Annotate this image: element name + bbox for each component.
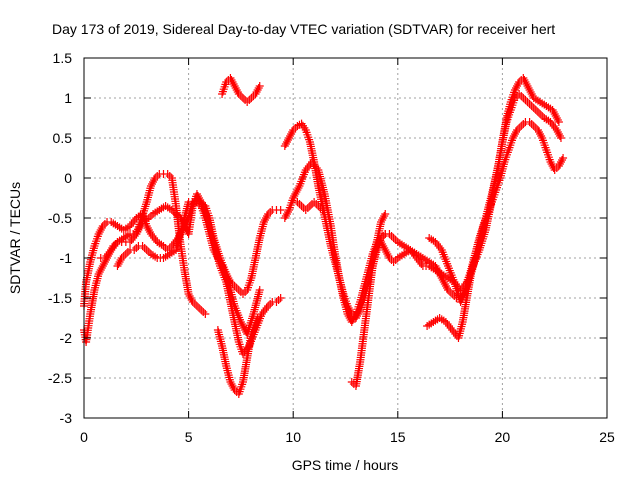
series-markers	[213, 314, 262, 398]
series-track-9	[293, 198, 327, 214]
x-tick-label: 5	[185, 429, 193, 445]
y-tick-labels: -3 -2.5 -2 -1.5 -1 -0.5 0 0.5 1 1.5	[48, 50, 72, 426]
series-track-4	[113, 198, 285, 298]
x-tick-labels: 0 5 10 15 20 25	[80, 429, 615, 445]
series-markers	[293, 198, 327, 214]
chart-title: Day 173 of 2019, Sidereal Day-to-day VTE…	[52, 21, 555, 37]
x-tick-label: 10	[285, 429, 301, 445]
y-axis-label: SDTVAR / TECUs	[7, 182, 23, 294]
y-tick-label: 0.5	[53, 130, 73, 146]
y-tick-label: -1.5	[48, 290, 72, 306]
y-tick-label: 1	[64, 90, 72, 106]
y-tick-label: -1	[60, 250, 73, 266]
x-tick-label: 25	[599, 429, 615, 445]
series-track-5	[213, 314, 262, 398]
y-tick-label: 1.5	[53, 50, 73, 66]
x-axis-label: GPS time / hours	[292, 457, 399, 473]
x-tick-label: 20	[495, 429, 511, 445]
y-tick-label: -3	[60, 410, 73, 426]
y-tick-label: -0.5	[48, 210, 72, 226]
series-markers	[423, 118, 568, 342]
series-markers	[113, 198, 285, 298]
y-tick-label: -2.5	[48, 370, 72, 386]
plot-frame	[83, 57, 608, 419]
y-tick-label: -2	[60, 330, 73, 346]
y-tick-label: 0	[64, 170, 72, 186]
series-track-6	[218, 74, 264, 106]
series-markers	[347, 210, 390, 390]
series-markers	[218, 74, 264, 106]
axis-ticks	[83, 57, 608, 419]
x-tick-label: 0	[80, 429, 88, 445]
series-track-13	[423, 118, 568, 342]
x-tick-label: 15	[390, 429, 406, 445]
series-track-10	[347, 210, 390, 390]
